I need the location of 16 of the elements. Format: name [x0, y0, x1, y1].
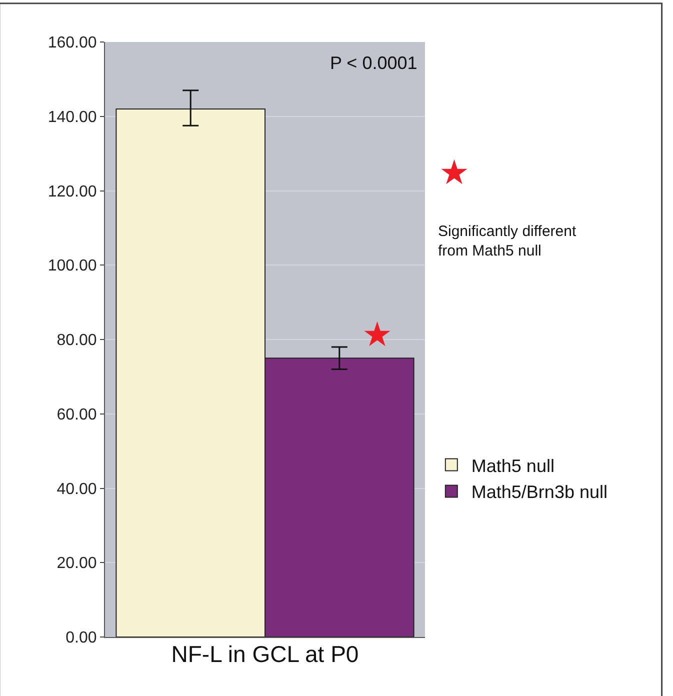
- y-tick-label: 160.00: [48, 34, 97, 52]
- y-tick-label: 100.00: [48, 258, 97, 275]
- y-tick-label: 140.00: [48, 108, 97, 126]
- annotation: ★: [362, 316, 392, 354]
- y-tick-label: 0.00: [66, 630, 97, 647]
- text: ★: [439, 154, 469, 192]
- text: Significantly different from Math5 null: [438, 223, 577, 260]
- y-tick-label: 40.00: [56, 480, 97, 498]
- y-tick-label: 80.00: [56, 332, 97, 350]
- y-tick-label: 120.00: [48, 183, 97, 200]
- x-axis-title: NF-L in GCL at P0: [171, 641, 359, 667]
- annotation: P < 0.0001: [330, 53, 418, 73]
- y-tick-label: 20.00: [56, 555, 97, 572]
- y-tick-label: 60.00: [56, 406, 97, 424]
- legend-label: Math5 null: [471, 456, 554, 476]
- legend-label: Math5/Brn3b null: [471, 482, 608, 502]
